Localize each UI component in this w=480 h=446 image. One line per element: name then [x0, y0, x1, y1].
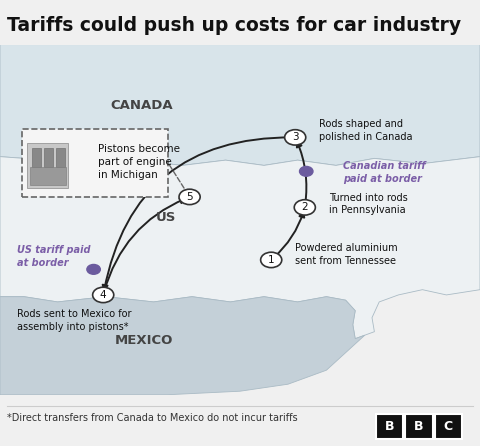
Text: Canadian tariff
paid at border: Canadian tariff paid at border: [343, 161, 426, 184]
Polygon shape: [0, 297, 365, 395]
Text: CANADA: CANADA: [110, 99, 173, 112]
Circle shape: [300, 166, 313, 176]
Text: C: C: [444, 420, 453, 433]
Text: Rods shaped and
polished in Canada: Rods shaped and polished in Canada: [319, 119, 413, 142]
Bar: [44, 148, 53, 167]
Circle shape: [261, 252, 282, 268]
Text: *Direct transfers from Canada to Mexico do not incur tariffs: *Direct transfers from Canada to Mexico …: [7, 413, 298, 423]
Text: Tariffs could push up costs for car industry: Tariffs could push up costs for car indu…: [7, 16, 461, 35]
Text: B: B: [414, 420, 423, 433]
Text: US tariff paid
at border: US tariff paid at border: [17, 245, 90, 268]
Text: MEXICO: MEXICO: [115, 334, 173, 347]
Text: Pistons become
part of engine
in Michigan: Pistons become part of engine in Michiga…: [98, 144, 180, 180]
Polygon shape: [0, 45, 480, 165]
Bar: [30, 167, 66, 185]
Circle shape: [294, 200, 315, 215]
Bar: [56, 148, 65, 167]
Polygon shape: [0, 157, 480, 339]
Bar: [27, 143, 68, 188]
FancyBboxPatch shape: [375, 413, 403, 439]
Text: Powdered aluminium
sent from Tennessee: Powdered aluminium sent from Tennessee: [295, 243, 398, 266]
FancyBboxPatch shape: [22, 128, 168, 197]
Text: Turned into rods
in Pennsylvania: Turned into rods in Pennsylvania: [329, 193, 408, 215]
Circle shape: [285, 130, 306, 145]
Circle shape: [93, 287, 114, 303]
Text: 4: 4: [100, 290, 107, 300]
Bar: [32, 148, 41, 167]
Text: Rods sent to Mexico for
assembly into pistons*: Rods sent to Mexico for assembly into pi…: [17, 309, 132, 332]
Text: US: US: [156, 211, 176, 224]
Text: 5: 5: [186, 192, 193, 202]
Text: B: B: [384, 420, 394, 433]
FancyBboxPatch shape: [405, 413, 432, 439]
Circle shape: [87, 264, 100, 274]
Circle shape: [179, 189, 200, 205]
FancyBboxPatch shape: [434, 413, 462, 439]
Text: 3: 3: [292, 132, 299, 142]
Text: 1: 1: [268, 255, 275, 265]
Text: 2: 2: [301, 202, 308, 212]
